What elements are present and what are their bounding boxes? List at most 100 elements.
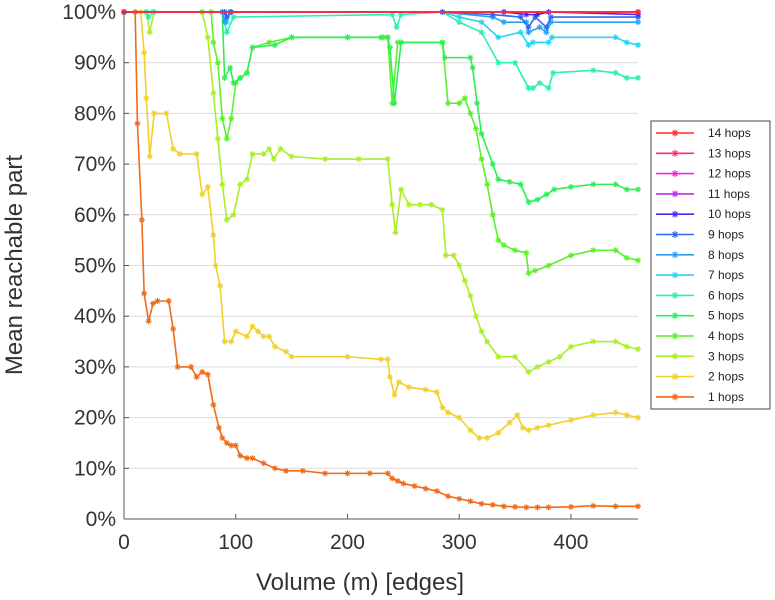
legend-item: 12 hops: [656, 167, 751, 181]
data-point-marker: [188, 363, 195, 370]
series-line: [124, 11, 638, 509]
data-point-marker: [671, 129, 679, 137]
legend-label: 9 hops: [708, 228, 744, 242]
data-point-marker: [204, 371, 211, 378]
y-tick-label: 40%: [74, 305, 116, 328]
y-tick-label: 20%: [74, 407, 116, 430]
data-point-marker: [500, 242, 507, 249]
legend-label: 1 hops: [708, 390, 744, 404]
data-point-marker: [512, 59, 519, 66]
data-point-marker: [422, 485, 429, 492]
data-point-marker: [138, 216, 145, 223]
legend-label: 6 hops: [708, 288, 744, 302]
data-point-marker: [271, 343, 278, 350]
series-1-hops: [121, 9, 641, 511]
data-point-marker: [489, 211, 496, 218]
data-point-marker: [671, 149, 679, 157]
data-point-marker: [514, 412, 521, 419]
data-point-marker: [550, 69, 557, 76]
data-point-marker: [489, 161, 496, 168]
data-point-marker: [442, 252, 449, 259]
data-point-marker: [391, 100, 398, 107]
data-point-marker: [391, 391, 398, 398]
data-point-marker: [478, 328, 485, 335]
legend-item: 2 hops: [656, 370, 744, 384]
data-point-marker: [378, 34, 384, 41]
data-point-marker: [344, 470, 351, 477]
data-point-marker: [174, 363, 181, 370]
data-point-marker: [525, 41, 532, 48]
data-point-marker: [283, 467, 290, 474]
data-point-marker: [219, 181, 226, 188]
data-point-marker: [671, 373, 679, 381]
data-point-marker: [525, 199, 532, 206]
data-point-marker: [500, 19, 507, 26]
data-point-marker: [204, 183, 211, 190]
data-point-marker: [484, 434, 491, 441]
data-point-marker: [199, 368, 206, 375]
y-tick-label: 10%: [74, 457, 116, 480]
data-point-marker: [288, 153, 295, 160]
tick-labels: 0% 10% 20% 30% 40% 50% 60% 70% 80% 90% 100% 0 100 200…: [62, 1, 588, 554]
data-point-marker: [221, 19, 228, 26]
data-point-marker: [260, 333, 267, 340]
data-point-marker: [495, 237, 502, 244]
data-point-marker: [519, 424, 526, 431]
series-2-hops: [121, 9, 641, 441]
data-point-marker: [214, 59, 221, 66]
data-point-marker: [165, 297, 172, 304]
data-point-marker: [417, 201, 424, 208]
series-line: [124, 11, 639, 274]
legend-box: [650, 120, 771, 410]
data-point-marker: [525, 29, 532, 36]
data-point-marker: [478, 156, 485, 163]
data-point-marker: [635, 9, 641, 15]
data-point-marker: [355, 156, 362, 163]
data-point-marker: [384, 356, 391, 363]
legend-item: 7 hops: [656, 268, 744, 282]
data-point-marker: [249, 150, 256, 157]
data-point-marker: [472, 125, 479, 132]
data-point-marker: [671, 393, 679, 401]
data-point-marker: [384, 34, 391, 41]
data-point-marker: [525, 270, 532, 277]
data-point-marker: [623, 186, 630, 193]
data-point-marker: [228, 115, 235, 122]
data-point-marker: [623, 412, 630, 419]
data-point-marker: [623, 254, 630, 261]
data-point-marker: [439, 206, 446, 213]
legend-label: 13 hops: [708, 146, 751, 160]
data-point-marker: [545, 422, 552, 429]
data-point-marker: [223, 14, 230, 21]
data-point-marker: [671, 312, 679, 320]
y-tick-label: 90%: [74, 52, 116, 75]
data-point-marker: [146, 153, 153, 160]
data-point-marker: [384, 470, 391, 477]
data-point-marker: [386, 44, 393, 51]
x-axis-title: Volume (m) [edges]: [256, 569, 464, 596]
data-point-marker: [249, 44, 256, 51]
legend-label: 11 hops: [708, 187, 750, 201]
y-tick-label: 60%: [74, 204, 116, 227]
data-point-marker: [230, 211, 237, 218]
data-point-marker: [545, 39, 552, 46]
legend-item: 8 hops: [656, 248, 744, 262]
legend-item: 11 hops: [656, 187, 750, 201]
data-point-marker: [590, 338, 597, 345]
data-point-marker: [389, 201, 396, 208]
data-point-marker: [411, 483, 418, 490]
legend-label: 8 hops: [708, 248, 744, 262]
data-point-marker: [154, 297, 161, 304]
data-point-marker: [484, 181, 491, 188]
data-point-marker: [495, 34, 502, 41]
data-point-marker: [567, 343, 574, 350]
data-point-marker: [534, 424, 541, 431]
data-point-marker: [223, 216, 230, 223]
data-point-marker: [489, 11, 496, 18]
data-point-marker: [170, 325, 177, 332]
data-point-marker: [635, 41, 641, 48]
data-point-marker: [536, 79, 543, 86]
data-point-marker: [217, 282, 224, 289]
series-3-hops: [121, 9, 641, 375]
data-point-marker: [392, 229, 399, 236]
